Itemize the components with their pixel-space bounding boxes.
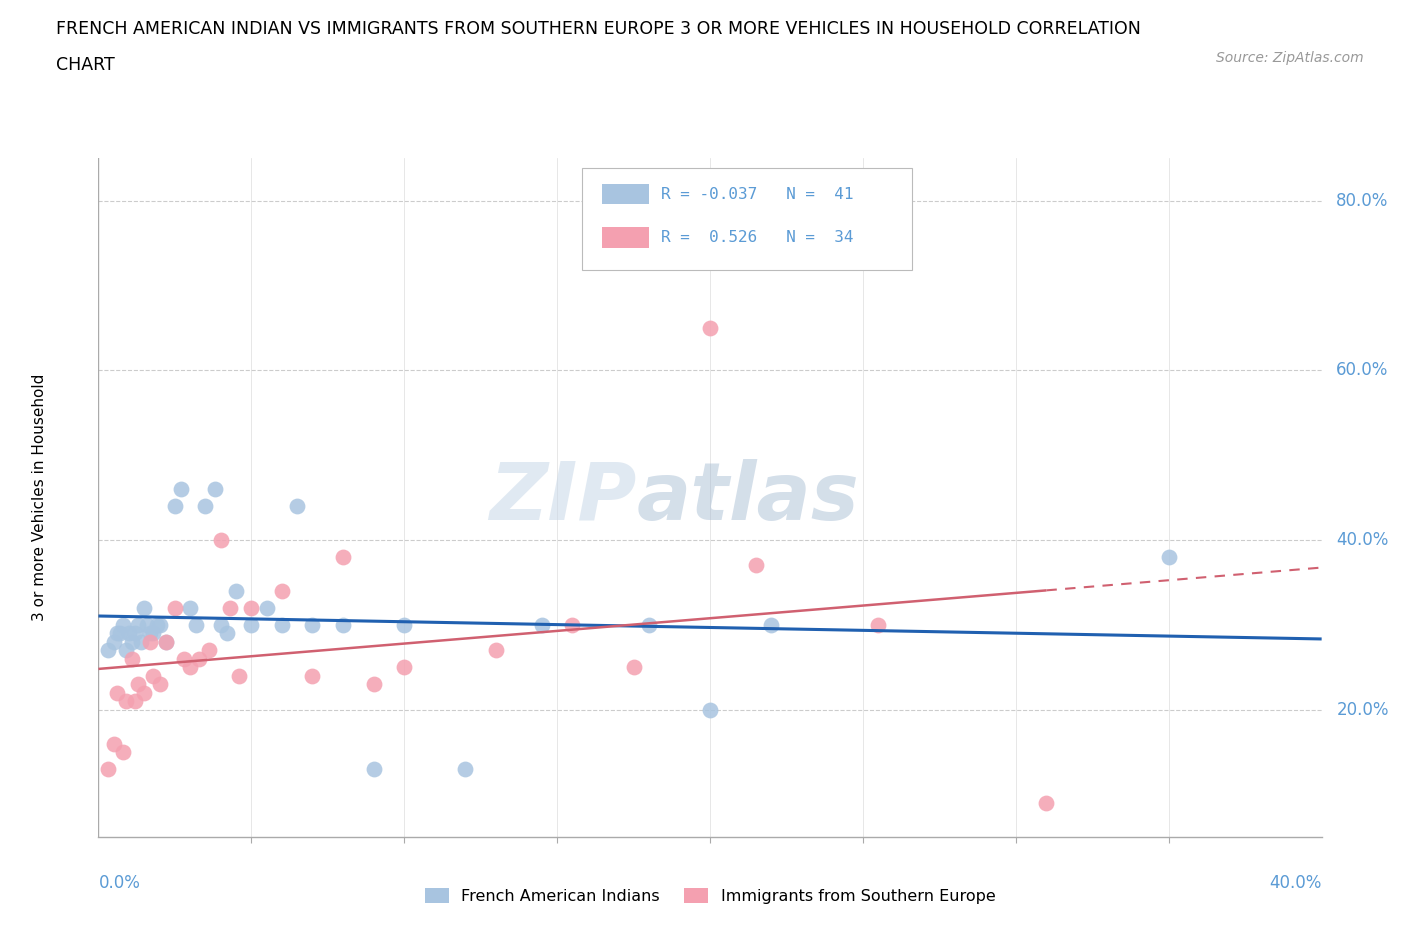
Point <box>530 618 553 632</box>
Text: 20.0%: 20.0% <box>1336 700 1389 719</box>
Point <box>115 643 138 658</box>
Point <box>103 634 125 649</box>
Text: atlas: atlas <box>637 458 859 537</box>
Point <box>240 618 263 632</box>
Point <box>108 626 131 641</box>
Point <box>111 745 134 760</box>
Text: 80.0%: 80.0% <box>1336 192 1389 209</box>
Text: FRENCH AMERICAN INDIAN VS IMMIGRANTS FROM SOUTHERN EUROPE 3 OR MORE VEHICLES IN : FRENCH AMERICAN INDIAN VS IMMIGRANTS FRO… <box>56 20 1142 38</box>
Point <box>1035 796 1057 811</box>
Text: R = -0.037   N =  41: R = -0.037 N = 41 <box>661 187 853 202</box>
Point <box>285 498 308 513</box>
Point <box>270 618 292 632</box>
Point <box>209 618 232 632</box>
Point <box>149 618 172 632</box>
Point <box>142 669 165 684</box>
Point <box>134 601 156 616</box>
Point <box>332 550 354 565</box>
Point <box>188 651 211 666</box>
Text: R =  0.526   N =  34: R = 0.526 N = 34 <box>661 230 853 245</box>
Point <box>363 677 385 692</box>
Point <box>118 626 141 641</box>
Point <box>256 601 278 616</box>
Point <box>129 634 152 649</box>
Point <box>103 737 125 751</box>
Point <box>139 634 162 649</box>
Point <box>179 660 201 675</box>
Point <box>209 533 232 548</box>
Point <box>145 618 167 632</box>
Point <box>170 482 193 497</box>
Text: ZIP: ZIP <box>489 458 637 537</box>
Point <box>163 601 186 616</box>
Point <box>142 626 165 641</box>
Point <box>215 626 238 641</box>
Point <box>301 618 323 632</box>
Point <box>623 660 645 675</box>
Legend: French American Indians, Immigrants from Southern Europe: French American Indians, Immigrants from… <box>418 882 1002 910</box>
Point <box>219 601 242 616</box>
Point <box>173 651 195 666</box>
Point <box>124 626 146 641</box>
Text: 3 or more Vehicles in Household: 3 or more Vehicles in Household <box>32 374 48 621</box>
Point <box>228 669 250 684</box>
Point <box>105 685 128 700</box>
Point <box>97 762 120 777</box>
Point <box>225 583 247 598</box>
Point <box>745 558 768 573</box>
Point <box>97 643 120 658</box>
Point <box>155 634 177 649</box>
Text: CHART: CHART <box>56 56 115 73</box>
Point <box>163 498 186 513</box>
Point <box>392 660 416 675</box>
Point <box>301 669 323 684</box>
Point <box>115 694 138 709</box>
Text: 40.0%: 40.0% <box>1336 531 1389 549</box>
Point <box>105 626 128 641</box>
Point <box>699 702 721 717</box>
Point <box>155 634 177 649</box>
Point <box>134 685 156 700</box>
Point <box>1157 550 1180 565</box>
Point <box>759 618 782 632</box>
Point <box>121 634 143 649</box>
Point <box>454 762 477 777</box>
Point <box>127 618 149 632</box>
Point <box>332 618 354 632</box>
Text: 0.0%: 0.0% <box>98 874 141 893</box>
Point <box>124 694 146 709</box>
Text: 40.0%: 40.0% <box>1270 874 1322 893</box>
Point <box>392 618 416 632</box>
Point <box>699 320 721 336</box>
Point <box>868 618 890 632</box>
Point <box>240 601 263 616</box>
Point <box>111 618 134 632</box>
Point <box>186 618 208 632</box>
Point <box>149 677 172 692</box>
Point <box>363 762 385 777</box>
Point <box>121 651 143 666</box>
Text: Source: ZipAtlas.com: Source: ZipAtlas.com <box>1216 51 1364 65</box>
FancyBboxPatch shape <box>602 184 648 205</box>
Point <box>561 618 583 632</box>
Point <box>127 677 149 692</box>
Point <box>179 601 201 616</box>
Point <box>270 583 292 598</box>
Point <box>136 618 159 632</box>
FancyBboxPatch shape <box>602 227 648 247</box>
Point <box>194 498 217 513</box>
Point <box>637 618 661 632</box>
Point <box>197 643 219 658</box>
Point <box>139 626 162 641</box>
FancyBboxPatch shape <box>582 168 912 270</box>
Point <box>204 482 226 497</box>
Text: 60.0%: 60.0% <box>1336 361 1389 379</box>
Point <box>485 643 508 658</box>
